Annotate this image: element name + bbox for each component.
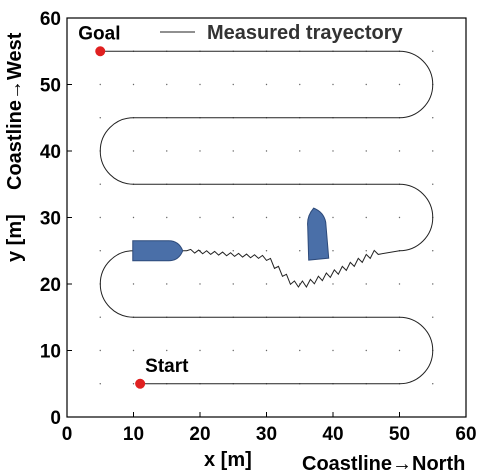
grid-dot bbox=[365, 216, 367, 219]
grid-dot bbox=[432, 383, 434, 385]
grid-dot bbox=[365, 150, 367, 152]
grid-dot bbox=[299, 216, 301, 219]
x-tick-label: 20 bbox=[189, 424, 210, 445]
vessels bbox=[132, 207, 330, 262]
y-tick-label: 60 bbox=[40, 9, 61, 30]
grid-dot bbox=[398, 216, 401, 219]
grid-dot bbox=[398, 283, 401, 285]
y-tick-label: 20 bbox=[40, 275, 61, 296]
y-tick-label: 10 bbox=[40, 342, 61, 363]
x-direction-label: Coastline→North bbox=[302, 453, 465, 474]
grid-dot bbox=[332, 283, 334, 285]
grid-dot bbox=[265, 250, 268, 252]
grid-dot bbox=[199, 83, 201, 86]
grid-dot bbox=[132, 83, 135, 86]
grid-dot bbox=[365, 349, 367, 352]
x-tick-label: 50 bbox=[389, 424, 410, 445]
grid-dot bbox=[199, 216, 201, 219]
grid-dot bbox=[365, 83, 367, 86]
grid-dot bbox=[432, 183, 434, 185]
grid-dot bbox=[232, 349, 234, 352]
grid-dot bbox=[432, 283, 434, 285]
start-marker bbox=[135, 378, 146, 389]
grid-dot bbox=[265, 83, 268, 86]
grid-dot bbox=[432, 316, 434, 318]
horizontal-boat bbox=[132, 240, 184, 262]
y-axis-label: y [m] bbox=[4, 214, 26, 262]
grid-dot bbox=[232, 283, 234, 285]
y-direction-label: Coastline→West bbox=[4, 32, 26, 190]
grid-dot bbox=[99, 349, 101, 352]
grid-dot bbox=[265, 349, 268, 352]
start-label: Start bbox=[145, 356, 189, 377]
grid-dot bbox=[132, 383, 135, 385]
grid-dot bbox=[365, 250, 367, 252]
grid-dot bbox=[332, 216, 334, 219]
legend: Measured trayectory bbox=[160, 22, 404, 44]
grid-dot bbox=[332, 250, 334, 252]
grid-dot bbox=[99, 216, 101, 219]
x-tick-label: 10 bbox=[123, 424, 144, 445]
grid-dot bbox=[166, 283, 168, 285]
grid-dot bbox=[132, 349, 135, 352]
grid-dot bbox=[132, 150, 135, 152]
grid-dot bbox=[199, 150, 201, 152]
grid-dot bbox=[398, 349, 401, 352]
vertical-boat bbox=[307, 207, 330, 261]
grid-dot bbox=[398, 83, 401, 86]
grid-dot bbox=[299, 150, 301, 152]
axis-ticks: 0 10 20 30 40 50 60 0 10 20 30 40 50 60 bbox=[40, 9, 477, 445]
grid-dot bbox=[332, 349, 334, 352]
grid-dot bbox=[265, 150, 268, 152]
grid-dot bbox=[166, 83, 168, 86]
trajectory-line bbox=[99, 50, 434, 385]
grid-dot bbox=[265, 283, 268, 285]
x-tick-label: 40 bbox=[322, 424, 343, 445]
grid-dot bbox=[432, 250, 434, 252]
grid-dot bbox=[99, 117, 101, 119]
grid-dot bbox=[299, 83, 301, 86]
x-tick-label: 30 bbox=[256, 424, 277, 445]
grid-dot bbox=[365, 283, 367, 285]
waypoint-markers: Start Goal bbox=[78, 23, 189, 389]
grid-dot bbox=[398, 150, 401, 152]
grid-dot bbox=[232, 250, 234, 252]
grid-dot bbox=[265, 216, 268, 219]
grid-dot bbox=[99, 383, 101, 385]
grid-dot bbox=[232, 150, 234, 152]
x-tick-label: 0 bbox=[62, 424, 73, 445]
grid-dot bbox=[199, 349, 201, 352]
grid-dot bbox=[166, 150, 168, 152]
grid-dot bbox=[432, 150, 434, 152]
grid-dot bbox=[99, 250, 101, 252]
goal-label: Goal bbox=[78, 23, 120, 44]
grid-dot bbox=[132, 216, 135, 219]
grid-dot bbox=[132, 283, 135, 285]
grid-dot bbox=[166, 216, 168, 219]
grid-dot bbox=[432, 50, 434, 52]
grid-dots bbox=[99, 50, 434, 385]
grid-dot bbox=[332, 150, 334, 152]
grid-dot bbox=[99, 83, 101, 86]
grid-dot bbox=[99, 183, 101, 185]
grid-dot bbox=[432, 117, 434, 119]
grid-dot bbox=[166, 349, 168, 352]
grid-dot bbox=[332, 83, 334, 86]
grid-dot bbox=[299, 250, 301, 252]
grid-dot bbox=[232, 216, 234, 219]
goal-marker bbox=[95, 46, 106, 57]
grid-dot bbox=[299, 349, 301, 352]
x-axis-label: x [m] bbox=[204, 449, 252, 471]
grid-dot bbox=[99, 316, 101, 318]
y-tick-label: 0 bbox=[50, 408, 61, 429]
x-tick-label: 60 bbox=[455, 424, 476, 445]
legend-label: Measured trayectory bbox=[207, 22, 404, 44]
grid-dot bbox=[232, 83, 234, 86]
y-tick-label: 30 bbox=[40, 209, 61, 230]
grid-dot bbox=[199, 283, 201, 285]
y-tick-label: 50 bbox=[40, 76, 61, 97]
y-tick-label: 40 bbox=[40, 142, 61, 163]
